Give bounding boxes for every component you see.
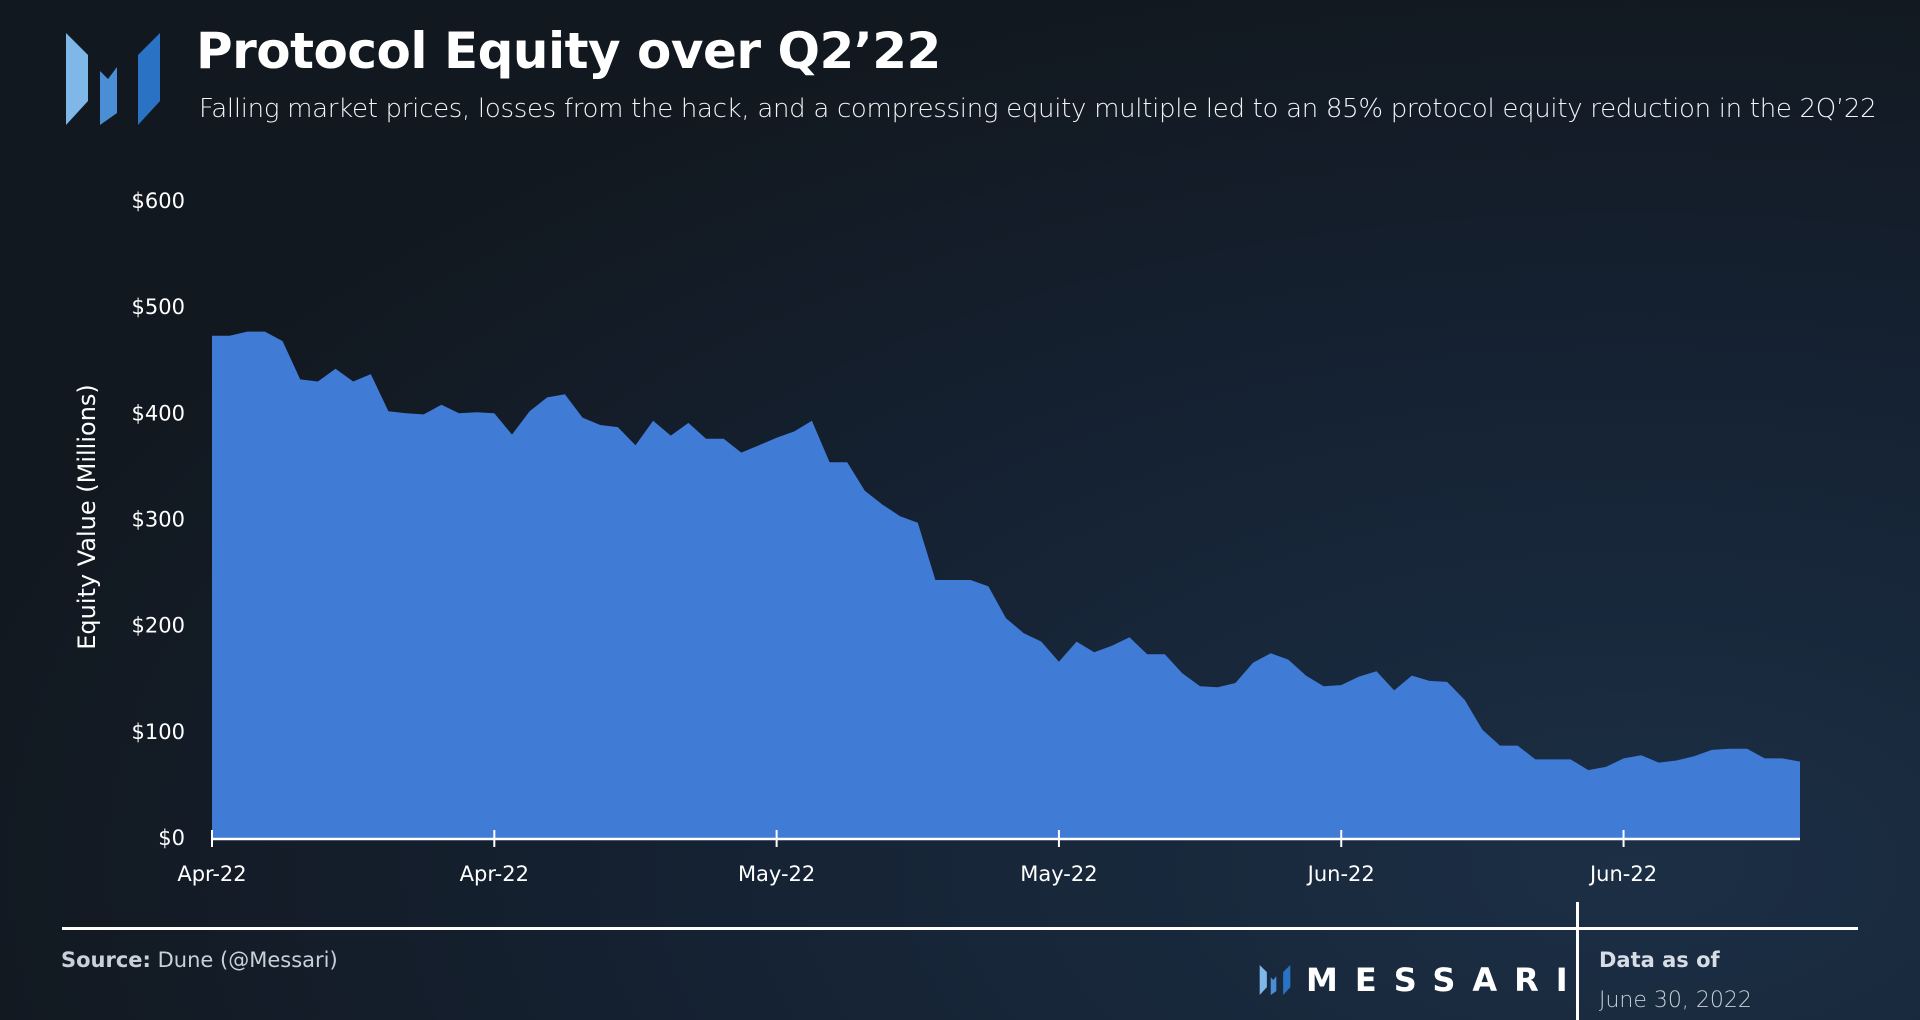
data-as-of-label: Data as of <box>1599 948 1720 972</box>
x-tick-label: Apr-22 <box>460 862 529 886</box>
x-tick-label: Jun-22 <box>1588 862 1657 886</box>
x-tick-label: May-22 <box>1020 862 1097 886</box>
footer-divider <box>62 927 1858 930</box>
source-value: Dune (@Messari) <box>157 948 338 972</box>
y-axis-label: Equity Value (Millions) <box>73 384 101 650</box>
y-tick-label: $300 <box>132 508 185 532</box>
x-tick-label: Jun-22 <box>1306 862 1375 886</box>
x-tick-label: May-22 <box>738 862 815 886</box>
data-as-of-date: June 30, 2022 <box>1599 988 1752 1013</box>
footer-vertical-divider <box>1576 902 1579 1020</box>
y-tick-label: $400 <box>132 401 185 425</box>
chart-subtitle: Falling market prices, losses from the h… <box>199 94 1877 124</box>
source-label: Source: <box>61 948 151 972</box>
x-tick-label: Apr-22 <box>177 862 246 886</box>
messari-brand: MESSARI <box>1258 960 1585 1000</box>
equity-area <box>212 331 1800 838</box>
messari-brand-icon <box>1259 965 1291 995</box>
y-tick-label: $100 <box>132 720 185 744</box>
source-note: Source: Dune (@Messari) <box>61 948 338 972</box>
y-tick-label: $0 <box>158 826 185 850</box>
y-tick-label: $500 <box>132 295 185 319</box>
y-tick-label: $600 <box>132 189 185 213</box>
messari-logo-icon <box>66 33 160 125</box>
chart-title: Protocol Equity over Q2’22 <box>196 22 941 80</box>
brand-wordmark: MESSARI <box>1306 961 1585 999</box>
y-tick-label: $200 <box>132 614 185 638</box>
